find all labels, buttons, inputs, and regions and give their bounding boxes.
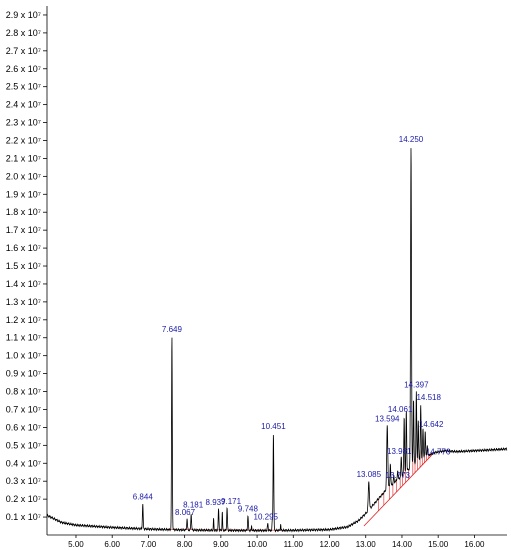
y-tick-label: 1.4 x 10⁷ <box>6 279 41 289</box>
y-tick-label: 0.1 x 10⁷ <box>6 512 41 522</box>
x-tick-label: 6.00 <box>104 540 120 549</box>
peak-label: 13.085 <box>357 470 382 479</box>
peak-label: 10.451 <box>261 422 286 431</box>
y-tick-label: 0.5 x 10⁷ <box>6 440 41 450</box>
y-axis-ticks: 0.1 x 10⁷ 0.2 x 10⁷ 0.3 x 10⁷ 0.4 x 10⁷ 0.5 … <box>6 10 47 522</box>
y-tick-label: 2.4 x 10⁷ <box>6 100 41 110</box>
peak-label: 14.518 <box>416 393 441 402</box>
peak-label: 14.776 <box>426 447 451 456</box>
y-tick-label: 0.4 x 10⁷ <box>6 458 41 468</box>
peak-label: 10.295 <box>254 512 279 521</box>
peak-label: 13.594 <box>375 415 400 424</box>
y-tick-label: 1.7 x 10⁷ <box>6 225 41 235</box>
x-tick-label: 8.00 <box>177 540 193 549</box>
y-tick-label: 2.8 x 10⁷ <box>6 28 41 38</box>
x-tick-label: 10.00 <box>247 540 268 549</box>
x-tick-label: 16.00 <box>464 540 485 549</box>
y-tick-label: 1.8 x 10⁷ <box>6 207 41 217</box>
y-tick-label: 1.1 x 10⁷ <box>6 333 41 343</box>
x-tick-label: 13.00 <box>356 540 377 549</box>
y-tick-label: 2.0 x 10⁷ <box>6 171 41 181</box>
peak-label: 9.748 <box>238 504 259 513</box>
peak-label: 8.937 <box>206 498 227 507</box>
y-tick-label: 0.6 x 10⁷ <box>6 422 41 432</box>
peak-label: 14.397 <box>404 381 429 390</box>
integration-lines <box>166 449 432 531</box>
peak-label: 8.067 <box>175 508 196 517</box>
y-tick-label: 1.6 x 10⁷ <box>6 243 41 253</box>
x-tick-label: 12.00 <box>320 540 341 549</box>
y-tick-label: 0.7 x 10⁷ <box>6 404 41 414</box>
peak-label: 13.773 <box>386 471 411 480</box>
y-tick-label: 2.7 x 10⁷ <box>6 46 41 56</box>
y-tick-label: 1.2 x 10⁷ <box>6 315 41 325</box>
chromatogram-trace <box>46 148 508 533</box>
x-tick-label: 11.00 <box>284 540 304 549</box>
y-tick-label: 0.2 x 10⁷ <box>6 494 41 504</box>
y-tick-label: 2.2 x 10⁷ <box>6 135 41 145</box>
y-tick-label: 1.9 x 10⁷ <box>6 189 41 199</box>
y-tick-label: 2.6 x 10⁷ <box>6 64 41 74</box>
y-tick-label: 2.3 x 10⁷ <box>6 118 41 128</box>
y-tick-label: 2.1 x 10⁷ <box>6 153 41 163</box>
x-tick-label: 15.00 <box>428 540 449 549</box>
peak-label: 14.061 <box>388 405 413 414</box>
x-tick-label: 9.00 <box>213 540 229 549</box>
y-tick-label: 0.8 x 10⁷ <box>6 387 41 397</box>
peak-label: 9.171 <box>221 497 242 506</box>
x-tick-label: 7.00 <box>141 540 157 549</box>
peak-label: 6.844 <box>133 493 154 502</box>
integration-baseline <box>363 454 432 527</box>
y-tick-label: 1.5 x 10⁷ <box>6 261 41 271</box>
peak-label: 14.642 <box>419 420 444 429</box>
x-tick-label: 14.00 <box>392 540 413 549</box>
peak-label: 7.649 <box>162 325 183 334</box>
y-tick-label: 2.9 x 10⁷ <box>6 10 41 20</box>
peak-label: 13.981 <box>387 447 412 456</box>
y-tick-label: 2.5 x 10⁷ <box>6 82 41 92</box>
y-tick-label: 1.0 x 10⁷ <box>6 351 41 361</box>
x-axis-ticks: 5.00 6.00 7.00 8.00 9.00 10.00 11.00 12.00 13.00… <box>68 535 485 549</box>
peak-label: 8.181 <box>183 500 204 509</box>
y-tick-label: 0.3 x 10⁷ <box>6 476 41 486</box>
x-tick-label: 5.00 <box>68 540 84 549</box>
peak-label: 14.250 <box>399 135 424 144</box>
y-tick-label: 0.9 x 10⁷ <box>6 369 41 379</box>
y-tick-label: 1.3 x 10⁷ <box>6 297 41 307</box>
